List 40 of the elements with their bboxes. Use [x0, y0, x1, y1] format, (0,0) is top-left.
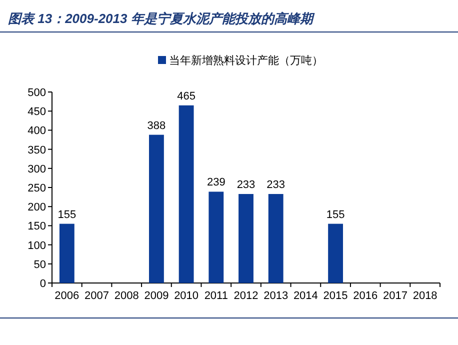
- chart-title: 图表 13：2009-2013 年是宁夏水泥产能投放的高峰期: [8, 11, 315, 26]
- y-tick-label: 350: [28, 144, 46, 156]
- x-tick-label: 2009: [144, 290, 169, 302]
- x-tick-label: 2010: [174, 290, 199, 302]
- x-tick-label: 2015: [323, 290, 348, 302]
- x-tick-label: 2012: [234, 290, 258, 302]
- bar: [59, 224, 74, 283]
- y-tick-label: 300: [28, 163, 46, 176]
- data-label: 155: [58, 208, 76, 221]
- y-tick-label: 50: [34, 258, 46, 271]
- y-tick-label: 250: [28, 182, 46, 194]
- bar: [268, 194, 284, 283]
- x-tick-label: 2013: [264, 290, 288, 302]
- bar: [178, 105, 194, 283]
- x-tick-label: 2008: [114, 290, 139, 302]
- x-tick-label: 2017: [382, 290, 408, 302]
- data-label: 465: [177, 90, 196, 102]
- x-tick-label: 2016: [353, 290, 378, 302]
- y-tick-label: 100: [28, 240, 46, 252]
- x-tick-label: 2014: [293, 290, 318, 302]
- x-tick-label: 2007: [84, 290, 110, 302]
- legend-label: 当年新增熟料设计产能（万吨）: [169, 54, 323, 67]
- data-label: 239: [206, 176, 226, 189]
- y-tick-label: 450: [28, 106, 46, 118]
- bar: [238, 194, 254, 283]
- data-label: 388: [147, 120, 166, 132]
- y-tick-label: 200: [28, 202, 46, 214]
- y-tick-label: 400: [28, 125, 46, 138]
- x-tick-label: 2006: [54, 290, 80, 302]
- y-tick-label: 0: [40, 278, 46, 290]
- bar: [208, 192, 224, 283]
- data-label: 233: [236, 178, 256, 191]
- data-label: 155: [326, 208, 345, 221]
- x-tick-label: 2018: [412, 290, 438, 302]
- x-tick-label: 2011: [204, 290, 228, 302]
- bar: [328, 224, 343, 283]
- data-label: 233: [266, 178, 286, 191]
- y-tick-label: 150: [28, 220, 46, 233]
- bar: [149, 134, 164, 283]
- y-tick-label: 500: [28, 87, 46, 99]
